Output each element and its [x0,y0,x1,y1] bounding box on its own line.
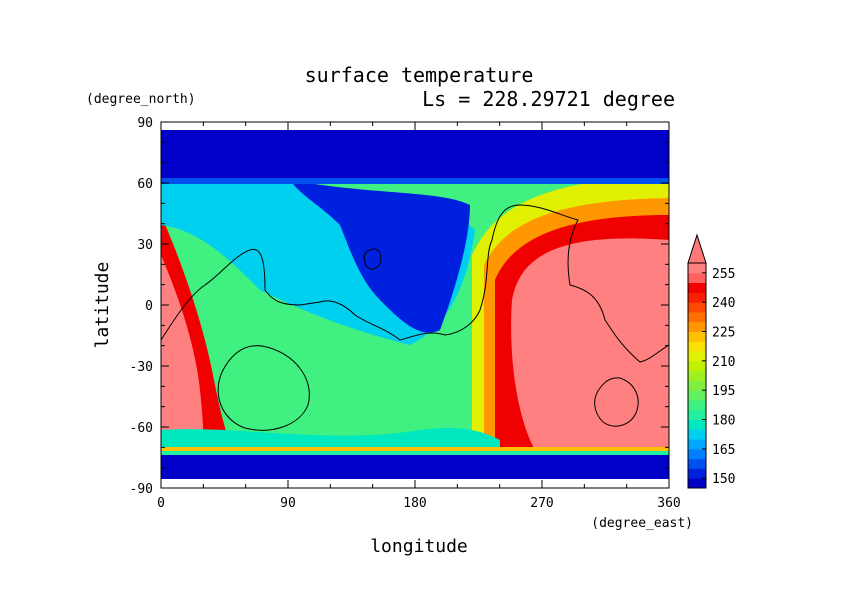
y-tick-label: 90 [137,116,153,131]
x-tick-label: 360 [657,496,680,511]
topography-contour-equatorial [161,204,669,363]
colorbar-swatch [688,292,706,303]
colorbar-swatch [688,302,706,313]
colorbar-swatch [688,448,706,460]
colorbar: 150 165 180 195 210 225 240 255 [687,233,735,489]
colorbar-swatch [688,370,706,381]
topography-contour-east-crater [594,377,639,427]
colorbar-swatch [688,439,706,450]
colorbar-tick-label: 255 [712,267,735,282]
colorbar-swatch [688,399,706,411]
chart-subtitle: Ls = 228.29721 degree [422,87,675,111]
colorbar-swatch [688,341,706,352]
colorbar-swatch [688,429,706,440]
x-tick-label: 90 [280,496,296,511]
x-unit-label: (degree_east) [591,516,693,531]
x-tick-label: 180 [403,496,426,511]
colorbar-tick-label: 165 [712,443,735,458]
y-tick-label: 30 [137,238,153,253]
north-polar-edge [161,178,669,184]
chart-title: surface temperature [305,63,534,87]
colorbar-swatch [688,311,706,323]
colorbar-swatch [688,409,706,421]
colorbar-swatch [688,331,706,342]
south-edge-band-2 [161,451,669,455]
temperature-field [161,130,669,479]
colorbar-tick-label: 195 [712,384,735,399]
colorbar-frame [687,262,707,489]
colorbar-swatch [688,380,706,391]
x-tick-label: 270 [530,496,553,511]
colorbar-extension [687,233,707,264]
y-unit-label: (degree_north) [86,92,196,107]
colorbar-swatch [688,468,706,479]
topography-contour-west-crater [217,345,310,431]
colorbar-swatch [688,390,706,401]
colorbar-tick-label: 180 [712,414,735,429]
colorbar-swatch [688,321,706,332]
east-warm-region [511,238,669,452]
colorbar-swatch [688,360,706,372]
colorbar-tick-label: 225 [712,325,735,340]
y-tick-label: 0 [145,299,153,314]
colorbar-swatch [688,272,706,284]
colorbar-tick-label: 150 [712,472,735,487]
colorbar-swatch [688,282,706,293]
colorbar-swatch [688,351,706,362]
south-polar-cap [161,455,669,479]
x-axis-label: longitude [370,536,468,557]
y-axis: 90 60 30 0 -30 -60 -90 [130,116,669,497]
west-warm-region [161,255,204,448]
y-tick-label: -90 [130,482,153,497]
colorbar-swatch [688,263,706,274]
colorbar-swatch [688,478,706,489]
topography-contour-small [363,248,382,270]
x-tick-label: 0 [157,496,165,511]
north-polar-cap [161,130,669,178]
y-axis-label: latitude [92,262,113,349]
colorbar-tick-label: 210 [712,355,735,370]
y-tick-label: -30 [130,360,153,375]
colorbar-swatch [688,419,706,430]
y-tick-label: 60 [137,177,153,192]
colorbar-swatch [688,458,706,469]
y-tick-label: -60 [130,421,153,436]
north-cold-region [290,180,470,333]
colorbar-tick-label: 240 [712,296,735,311]
south-edge-band-1 [161,447,669,451]
x-axis: 0 90 180 270 360 [157,122,681,511]
